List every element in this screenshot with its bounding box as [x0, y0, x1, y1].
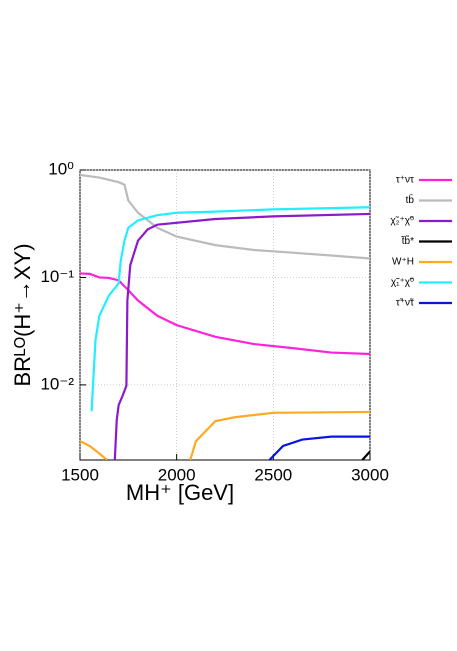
- legend-label: t̃b̃*: [400, 234, 414, 247]
- legend-label: χ̃₂⁺χ̃⁰: [390, 216, 414, 227]
- legend-label: W⁺H: [392, 257, 414, 268]
- series-line: [113, 212, 370, 460]
- y-tick-label: 10⁰: [48, 159, 74, 178]
- x-tick-label: 1500: [61, 465, 99, 484]
- legend-label: tb̄: [406, 194, 415, 207]
- legend-label: τ⁺ντ: [396, 175, 414, 186]
- series-line: [189, 410, 370, 460]
- y-tick-label: 10⁻¹: [40, 267, 74, 286]
- x-tick-label: 3000: [351, 465, 389, 484]
- legend-label: χ̃₁⁺χ̃⁰: [391, 277, 414, 288]
- series-line: [361, 450, 370, 460]
- plot-frame: [79, 169, 371, 461]
- x-tick-label: 2500: [254, 465, 292, 484]
- series-line: [90, 206, 370, 412]
- y-tick-label: 10⁻²: [40, 374, 74, 393]
- series-line: [80, 440, 108, 460]
- series-line: [80, 173, 370, 260]
- series-line: [80, 272, 370, 356]
- series-line: [268, 435, 370, 460]
- y-axis-title: BRᴸᴼ(H⁺→XY): [10, 243, 35, 386]
- x-tick-label: 2000: [158, 465, 196, 484]
- legend-label: τ̃⁺ν̃τ: [396, 298, 414, 309]
- x-axis-title: MH⁺ [GeV]: [126, 480, 234, 505]
